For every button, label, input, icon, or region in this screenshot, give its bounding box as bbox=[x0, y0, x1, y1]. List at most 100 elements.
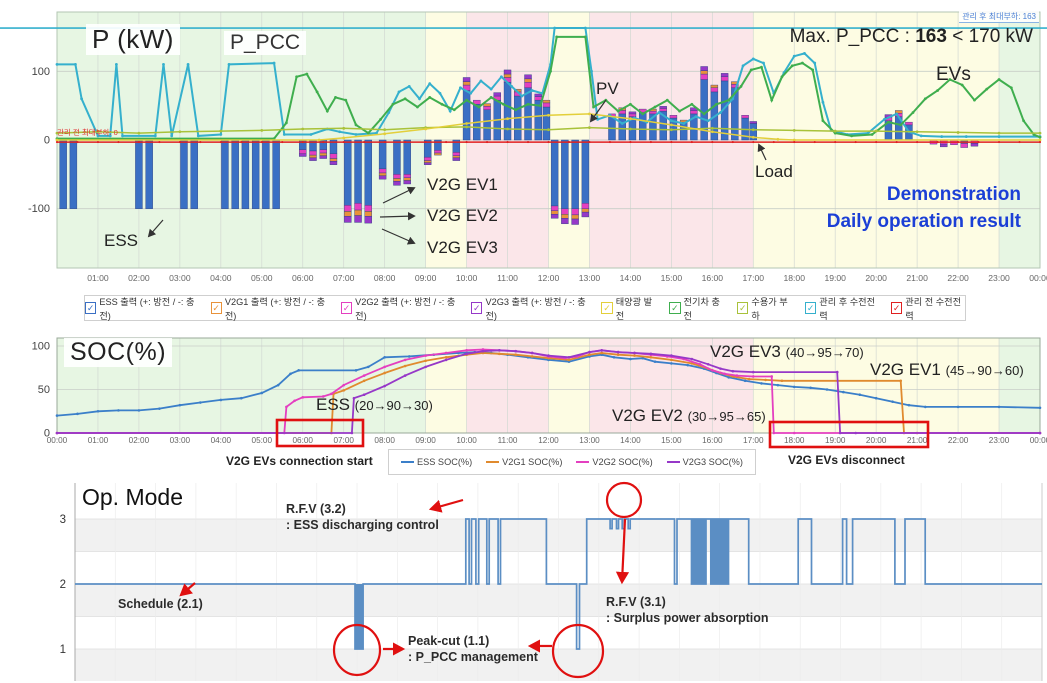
legend-item[interactable]: ✓ ESS 출력 (+: 방전 / -: 충전) bbox=[85, 294, 199, 322]
legend-item[interactable]: ✓ 태양광 발전 bbox=[601, 294, 657, 322]
svg-text:23:00: 23:00 bbox=[989, 436, 1010, 445]
legend-checkbox-checked[interactable]: ✓ bbox=[471, 302, 483, 314]
svg-text:08:00: 08:00 bbox=[374, 436, 395, 445]
power-chart-legend: ✓ ESS 출력 (+: 방전 / -: 충전) ✓ V2G1 출력 (+: 방전 /… bbox=[84, 295, 966, 321]
svg-text:13:00: 13:00 bbox=[579, 273, 601, 283]
soc-legend-item[interactable]: V2G1 SOC(%) bbox=[486, 457, 562, 467]
svg-text:00:00: 00:00 bbox=[1029, 273, 1047, 283]
legend-label: ESS SOC(%) bbox=[417, 457, 473, 467]
legend-item[interactable]: ✓ 관리 후 수전전력 bbox=[804, 294, 879, 322]
soc-legend-item[interactable]: V2G2 SOC(%) bbox=[576, 457, 653, 467]
ess-series-label: ESS bbox=[104, 231, 139, 250]
svg-text:19:00: 19:00 bbox=[824, 273, 846, 283]
svg-text:02:00: 02:00 bbox=[128, 273, 150, 283]
max-pcc-suffix: < 170 kW bbox=[946, 26, 1033, 47]
max-pcc-note: Max. P_PCC : 163 < 170 kW bbox=[790, 26, 1033, 48]
legend-checkbox-checked[interactable]: ✓ bbox=[340, 302, 353, 314]
svg-text:0: 0 bbox=[44, 428, 50, 440]
svg-text:02:00: 02:00 bbox=[129, 436, 150, 445]
svg-text:22:00: 22:00 bbox=[947, 273, 969, 283]
legend-label: V2G2 SOC(%) bbox=[592, 457, 653, 467]
svg-text:09:00: 09:00 bbox=[415, 273, 437, 283]
svg-text:2: 2 bbox=[60, 579, 66, 591]
svg-text:00:00: 00:00 bbox=[47, 436, 68, 445]
pcc-series-label: P_PCC bbox=[224, 31, 307, 55]
svg-text:15:00: 15:00 bbox=[661, 436, 682, 445]
legend-label: V2G2 출력 (+: 방전 / -: 충전) bbox=[355, 297, 456, 321]
svg-text:23:00: 23:00 bbox=[988, 273, 1010, 283]
svg-text:14:00: 14:00 bbox=[620, 436, 641, 445]
svg-text:12:00: 12:00 bbox=[538, 273, 560, 283]
soc-legend-item[interactable]: V2G3 SOC(%) bbox=[666, 457, 743, 467]
legend-checkbox-checked[interactable]: ✓ bbox=[669, 302, 681, 314]
svg-text:10:00: 10:00 bbox=[456, 436, 477, 445]
legend-label: V2G1 출력 (+: 방전 / -: 충전) bbox=[224, 297, 326, 321]
soc-legend-item[interactable]: ESS SOC(%) bbox=[401, 457, 472, 467]
svg-text:06:00: 06:00 bbox=[292, 273, 314, 283]
svg-text:18:00: 18:00 bbox=[783, 273, 805, 283]
svg-text:01:00: 01:00 bbox=[88, 436, 109, 445]
svg-text:10:00: 10:00 bbox=[456, 273, 478, 283]
legend-item[interactable]: ✓ 수용가 부하 bbox=[737, 294, 793, 322]
legend-label: 관리 전 수전전력 bbox=[905, 297, 962, 321]
rfv32-annotation: R.F.V (3.2): ESS discharging control bbox=[286, 502, 439, 532]
legend-item[interactable]: ✓ V2G2 출력 (+: 방전 / -: 충전) bbox=[340, 294, 459, 322]
svg-text:13:00: 13:00 bbox=[579, 436, 600, 445]
soc-ess-label: ESS (20→90→30) bbox=[316, 395, 433, 414]
svg-text:07:00: 07:00 bbox=[333, 273, 355, 283]
rfv31-annotation: R.F.V (3.1): Surplus power absorption bbox=[606, 595, 769, 625]
legend-checkbox-checked[interactable]: ✓ bbox=[85, 302, 97, 314]
legend-label: 전기차 충전 bbox=[683, 297, 720, 321]
max-pcc-value: 163 bbox=[915, 26, 947, 47]
svg-text:06:00: 06:00 bbox=[292, 436, 313, 445]
legend-checkbox-checked[interactable]: ✓ bbox=[210, 302, 222, 314]
v2g-ev1-label: V2G EV1 bbox=[427, 175, 498, 194]
svg-text:20:00: 20:00 bbox=[866, 436, 887, 445]
legend-checkbox-checked[interactable]: ✓ bbox=[804, 302, 817, 314]
svg-text:17:00: 17:00 bbox=[743, 273, 765, 283]
legend-label: 태양광 발전 bbox=[615, 297, 653, 321]
legend-checkbox-checked[interactable]: ✓ bbox=[890, 302, 903, 314]
legend-item[interactable]: ✓ V2G1 출력 (+: 방전 / -: 충전) bbox=[210, 294, 329, 322]
svg-text:0: 0 bbox=[44, 135, 50, 147]
legend-label: 관리 후 수전전력 bbox=[819, 297, 876, 321]
legend-label: V2G3 출력 (+: 방전 / -: 충전) bbox=[485, 297, 586, 321]
soc-chart-legend: ESS SOC(%) V2G1 SOC(%) V2G2 SOC(%) V2G3 SOC… bbox=[388, 449, 756, 475]
pv-series-label: PV bbox=[596, 79, 619, 98]
legend-checkbox-checked[interactable]: ✓ bbox=[737, 302, 749, 314]
load-series-label: Load bbox=[755, 162, 793, 181]
peakcut-annotation: Peak-cut (1.1): P_PCC management bbox=[408, 634, 538, 664]
svg-text:22:00: 22:00 bbox=[948, 436, 969, 445]
legend-checkbox-checked[interactable]: ✓ bbox=[601, 302, 613, 314]
svg-text:05:00: 05:00 bbox=[252, 436, 273, 445]
svg-text:11:00: 11:00 bbox=[498, 436, 518, 445]
svg-text:16:00: 16:00 bbox=[702, 273, 724, 283]
pre-manage-note: 관리 전 최대부하: 0 bbox=[57, 128, 118, 137]
svg-text:-100: -100 bbox=[28, 203, 50, 215]
svg-text:50: 50 bbox=[38, 384, 50, 396]
legend-item[interactable]: ✓ V2G3 출력 (+: 방전 / -: 충전) bbox=[471, 294, 589, 322]
daily-result-caption: Daily operation result bbox=[826, 211, 1021, 232]
soc-ev3-label: V2G EV3 (40→95→70) bbox=[710, 342, 864, 361]
svg-text:12:00: 12:00 bbox=[538, 436, 559, 445]
svg-text:20:00: 20:00 bbox=[865, 273, 887, 283]
svg-text:15:00: 15:00 bbox=[661, 273, 683, 283]
svg-text:04:00: 04:00 bbox=[210, 273, 232, 283]
soc-ev2-label: V2G EV2 (30→95→65) bbox=[612, 406, 766, 425]
legend-item[interactable]: ✓ 전기차 충전 bbox=[669, 294, 725, 322]
svg-text:16:00: 16:00 bbox=[702, 436, 723, 445]
v2g-ev2-label: V2G EV2 bbox=[427, 206, 498, 225]
svg-text:21:00: 21:00 bbox=[907, 436, 928, 445]
svg-text:21:00: 21:00 bbox=[906, 273, 928, 283]
power-chart: 100 0 -100 01:00 02:00 03:00 04:00 05:00 06:00 07… bbox=[0, 11, 1047, 283]
svg-text:17:00: 17:00 bbox=[743, 436, 764, 445]
legend-line-swatch bbox=[401, 460, 414, 464]
svg-text:07:00: 07:00 bbox=[333, 436, 354, 445]
legend-line-swatch bbox=[576, 460, 590, 464]
svg-text:18:00: 18:00 bbox=[784, 436, 805, 445]
svg-text:1: 1 bbox=[60, 644, 66, 656]
svg-text:14:00: 14:00 bbox=[620, 273, 642, 283]
managed-peak-note: 관리 후 최대부하: 163 bbox=[959, 11, 1039, 23]
legend-item[interactable]: ✓ 관리 전 수전전력 bbox=[890, 294, 965, 322]
